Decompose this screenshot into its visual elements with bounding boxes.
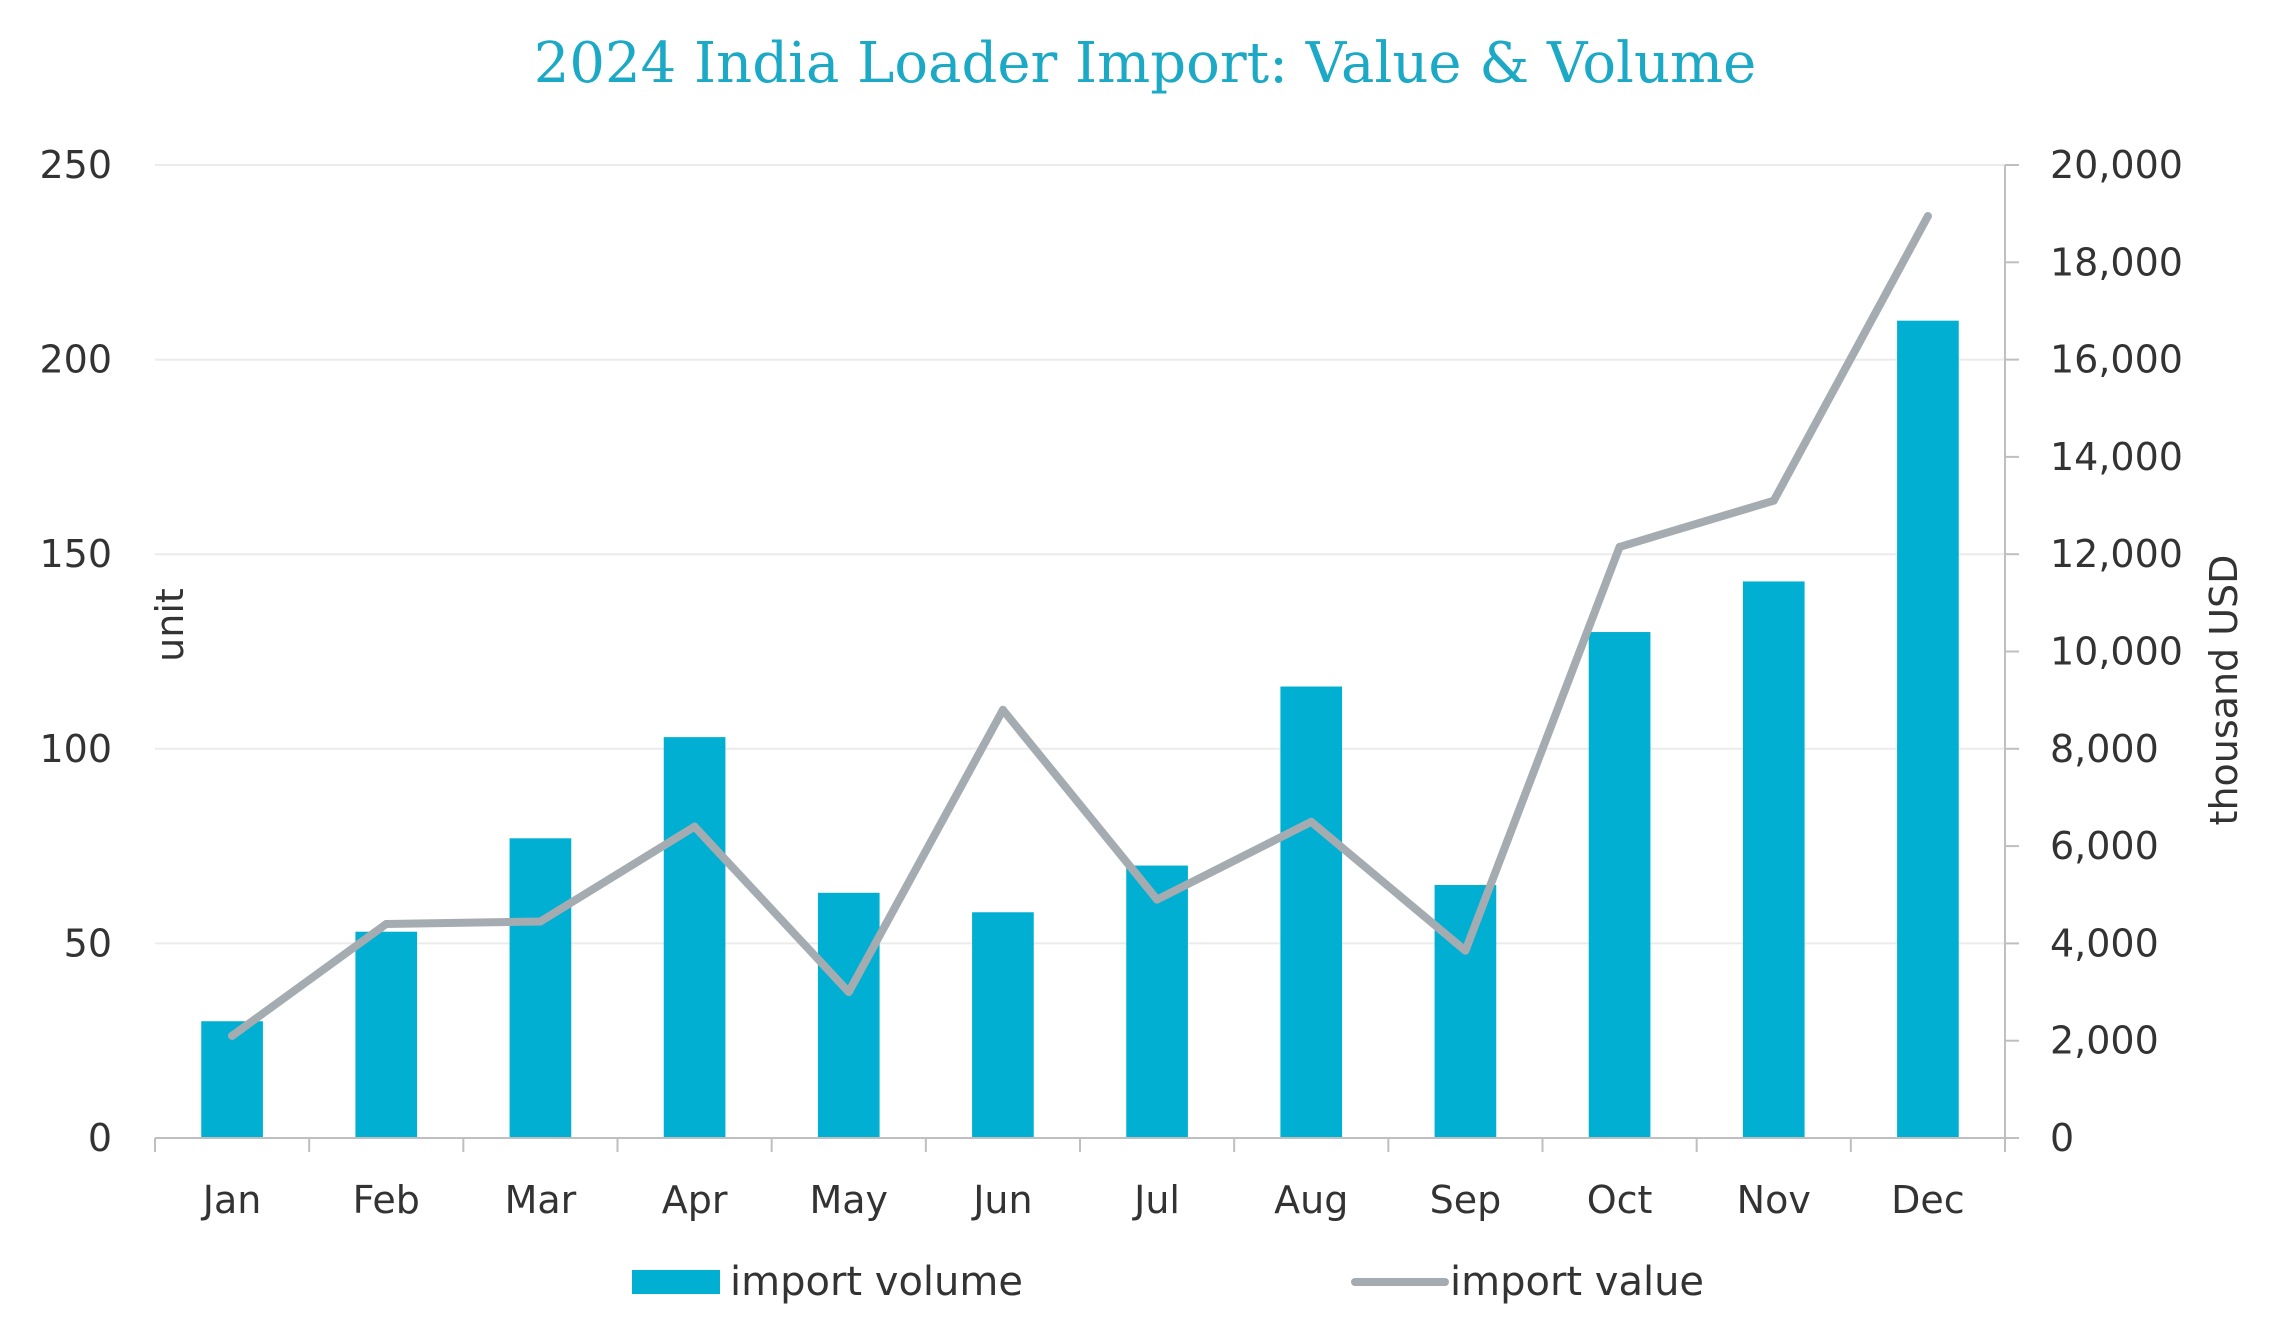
bar-series	[201, 320, 1959, 1138]
bar	[1897, 320, 1959, 1138]
line-point	[690, 822, 699, 831]
line-point	[1769, 496, 1778, 505]
y-tick-label-left: 50	[64, 921, 112, 965]
legend-swatch-import-volume	[632, 1270, 720, 1294]
x-tick-label: Jan	[201, 1178, 262, 1222]
line-point	[536, 917, 545, 926]
gridlines	[155, 164, 2005, 945]
legend-label-import-value: import value	[1450, 1259, 1704, 1305]
line-series	[228, 212, 1932, 1040]
bar	[1742, 581, 1805, 1138]
y-tick-label-left: 200	[39, 338, 112, 382]
x-tick-label: Jul	[1132, 1178, 1180, 1222]
y-tick-label-right: 18,000	[2050, 240, 2183, 284]
x-tick-label: Nov	[1737, 1178, 1811, 1222]
x-tick-label: Jun	[971, 1178, 1032, 1222]
y-tick-label-right: 16,000	[2050, 338, 2183, 382]
y-tick-label-right: 10,000	[2050, 630, 2183, 674]
chart-title: 2024 India Loader Import: Value & Volume	[534, 31, 1757, 96]
line-point	[844, 988, 853, 997]
bar	[201, 1021, 263, 1138]
bar	[817, 892, 880, 1138]
x-tick-label: Apr	[662, 1178, 728, 1222]
tick-labels: 0 50 100 150 200 250 0 2,000 4,000 6,000 8,000 10,0…	[39, 143, 2183, 1222]
y-tick-label-left: 250	[39, 143, 112, 187]
y-tick-label-left: 100	[39, 727, 112, 771]
y-axis-title-right: thousand USD	[2202, 555, 2246, 826]
y-tick-label-right: 12,000	[2050, 532, 2183, 576]
x-tick-label: Dec	[1891, 1178, 1965, 1222]
bar	[972, 912, 1034, 1138]
line-point	[1153, 895, 1162, 904]
line-point	[1923, 212, 1932, 221]
bar	[509, 838, 572, 1138]
legend: import volume import value	[632, 1259, 1704, 1305]
x-tick-label: Aug	[1274, 1178, 1348, 1222]
y-tick-label-right: 2,000	[2050, 1019, 2159, 1063]
x-tick-label: Feb	[353, 1178, 420, 1222]
bar	[1126, 865, 1188, 1138]
line-import-value	[228, 212, 1932, 1040]
bar	[1588, 632, 1651, 1138]
x-tick-label: Mar	[505, 1178, 577, 1222]
line-point	[1307, 817, 1316, 826]
bar	[663, 737, 726, 1138]
y-tick-label-right: 20,000	[2050, 143, 2183, 187]
x-tick-label: Sep	[1430, 1178, 1502, 1222]
line-point	[1615, 542, 1624, 551]
line-point	[998, 705, 1007, 714]
y-tick-label-left: 0	[88, 1116, 112, 1160]
y-tick-label-right: 14,000	[2050, 435, 2183, 479]
x-tick-label: May	[809, 1178, 888, 1222]
y-axis-title-left: unit	[148, 588, 192, 662]
bar	[355, 931, 418, 1138]
y-tick-label-right: 6,000	[2050, 824, 2159, 868]
legend-label-import-volume: import volume	[730, 1259, 1023, 1305]
y-tick-label-right: 4,000	[2050, 921, 2159, 965]
bar	[1434, 885, 1497, 1138]
x-tick-label: Oct	[1587, 1178, 1653, 1222]
axes	[154, 164, 2019, 1152]
line-point	[228, 1031, 237, 1040]
bar	[1280, 686, 1343, 1138]
line-point	[1461, 946, 1470, 955]
y-tick-label-right: 8,000	[2050, 727, 2159, 771]
y-tick-label-left: 150	[39, 532, 112, 576]
y-tick-label-right: 0	[2050, 1116, 2074, 1160]
line-point	[382, 919, 391, 928]
